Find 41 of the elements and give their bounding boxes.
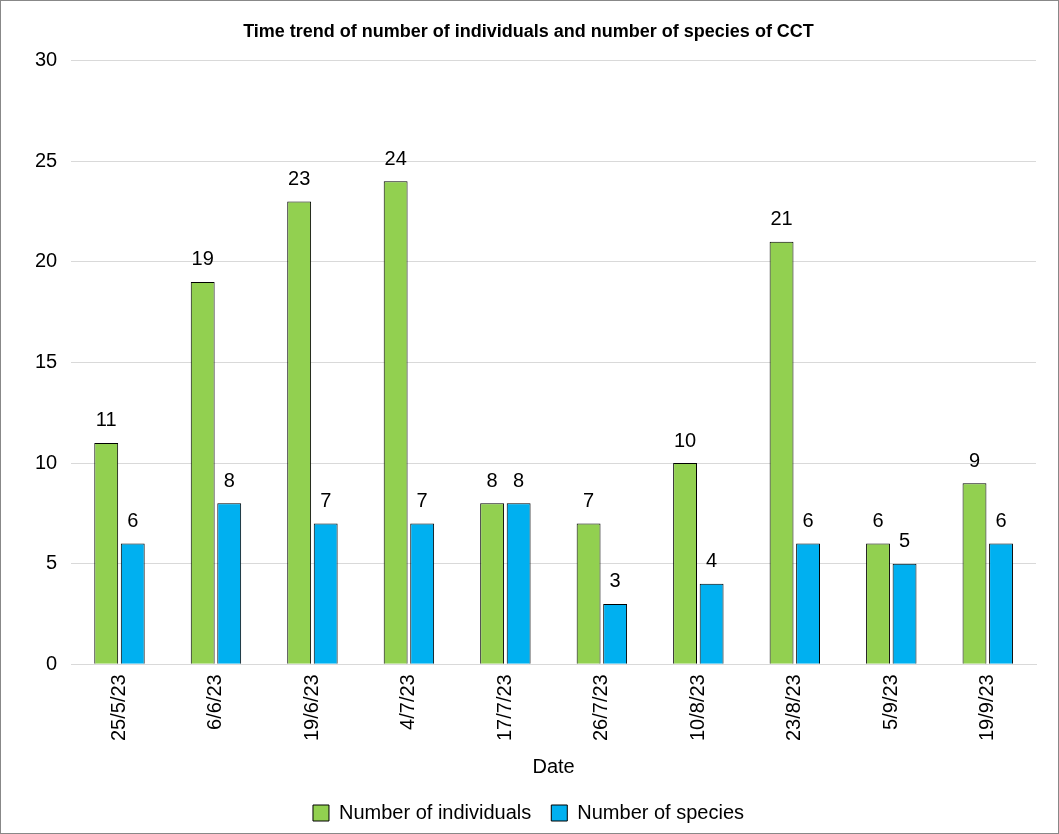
x-axis-title: Date [532,754,575,777]
data-label: 21 [770,207,793,230]
legend-label: Number of species [577,800,745,823]
data-label: 6 [995,509,1007,532]
x-tick-label: 17/7/23 [492,674,515,742]
y-tick-label: 20 [35,249,58,272]
data-label: 10 [673,428,697,451]
y-tick-label: 15 [35,349,58,372]
data-label: 6 [127,509,139,532]
x-tick-label: 19/9/23 [975,674,998,742]
data-label: 7 [583,488,595,511]
data-label: 8 [223,468,235,491]
data-label: 9 [968,448,981,471]
data-label: 6 [802,509,814,532]
chart-title: Time trend of number of individuals and number of species of CCT [243,20,814,41]
x-tick-label: 6/6/23 [203,674,226,730]
data-label: 5 [898,529,911,552]
data-label: 8 [486,468,498,491]
y-tick-label: 25 [35,148,58,171]
data-label: 19 [191,247,214,270]
x-tick-label: 5/9/23 [878,674,901,730]
x-tick-label: 23/8/23 [782,674,805,742]
data-label: 11 [95,408,117,431]
data-label: 24 [384,146,407,169]
y-tick-label: 5 [46,551,58,574]
y-tick-label: 0 [46,651,58,674]
data-label: 8 [513,468,525,491]
data-label: 4 [706,549,718,572]
x-tick-label: 10/8/23 [685,674,708,742]
x-tick-label: 19/6/23 [299,674,322,742]
data-label: 7 [416,488,428,511]
x-tick-label: 4/7/23 [396,674,419,730]
data-label: 23 [288,166,311,189]
y-tick-label: 10 [35,450,58,473]
x-tick-label: 26/7/23 [589,674,612,742]
legend-label: Number of individuals [338,800,532,823]
data-label: 7 [320,488,332,511]
y-tick-label: 30 [35,48,58,71]
data-label: 6 [872,509,884,532]
data-label: 3 [609,569,621,592]
x-tick-label: 25/5/23 [107,674,129,742]
